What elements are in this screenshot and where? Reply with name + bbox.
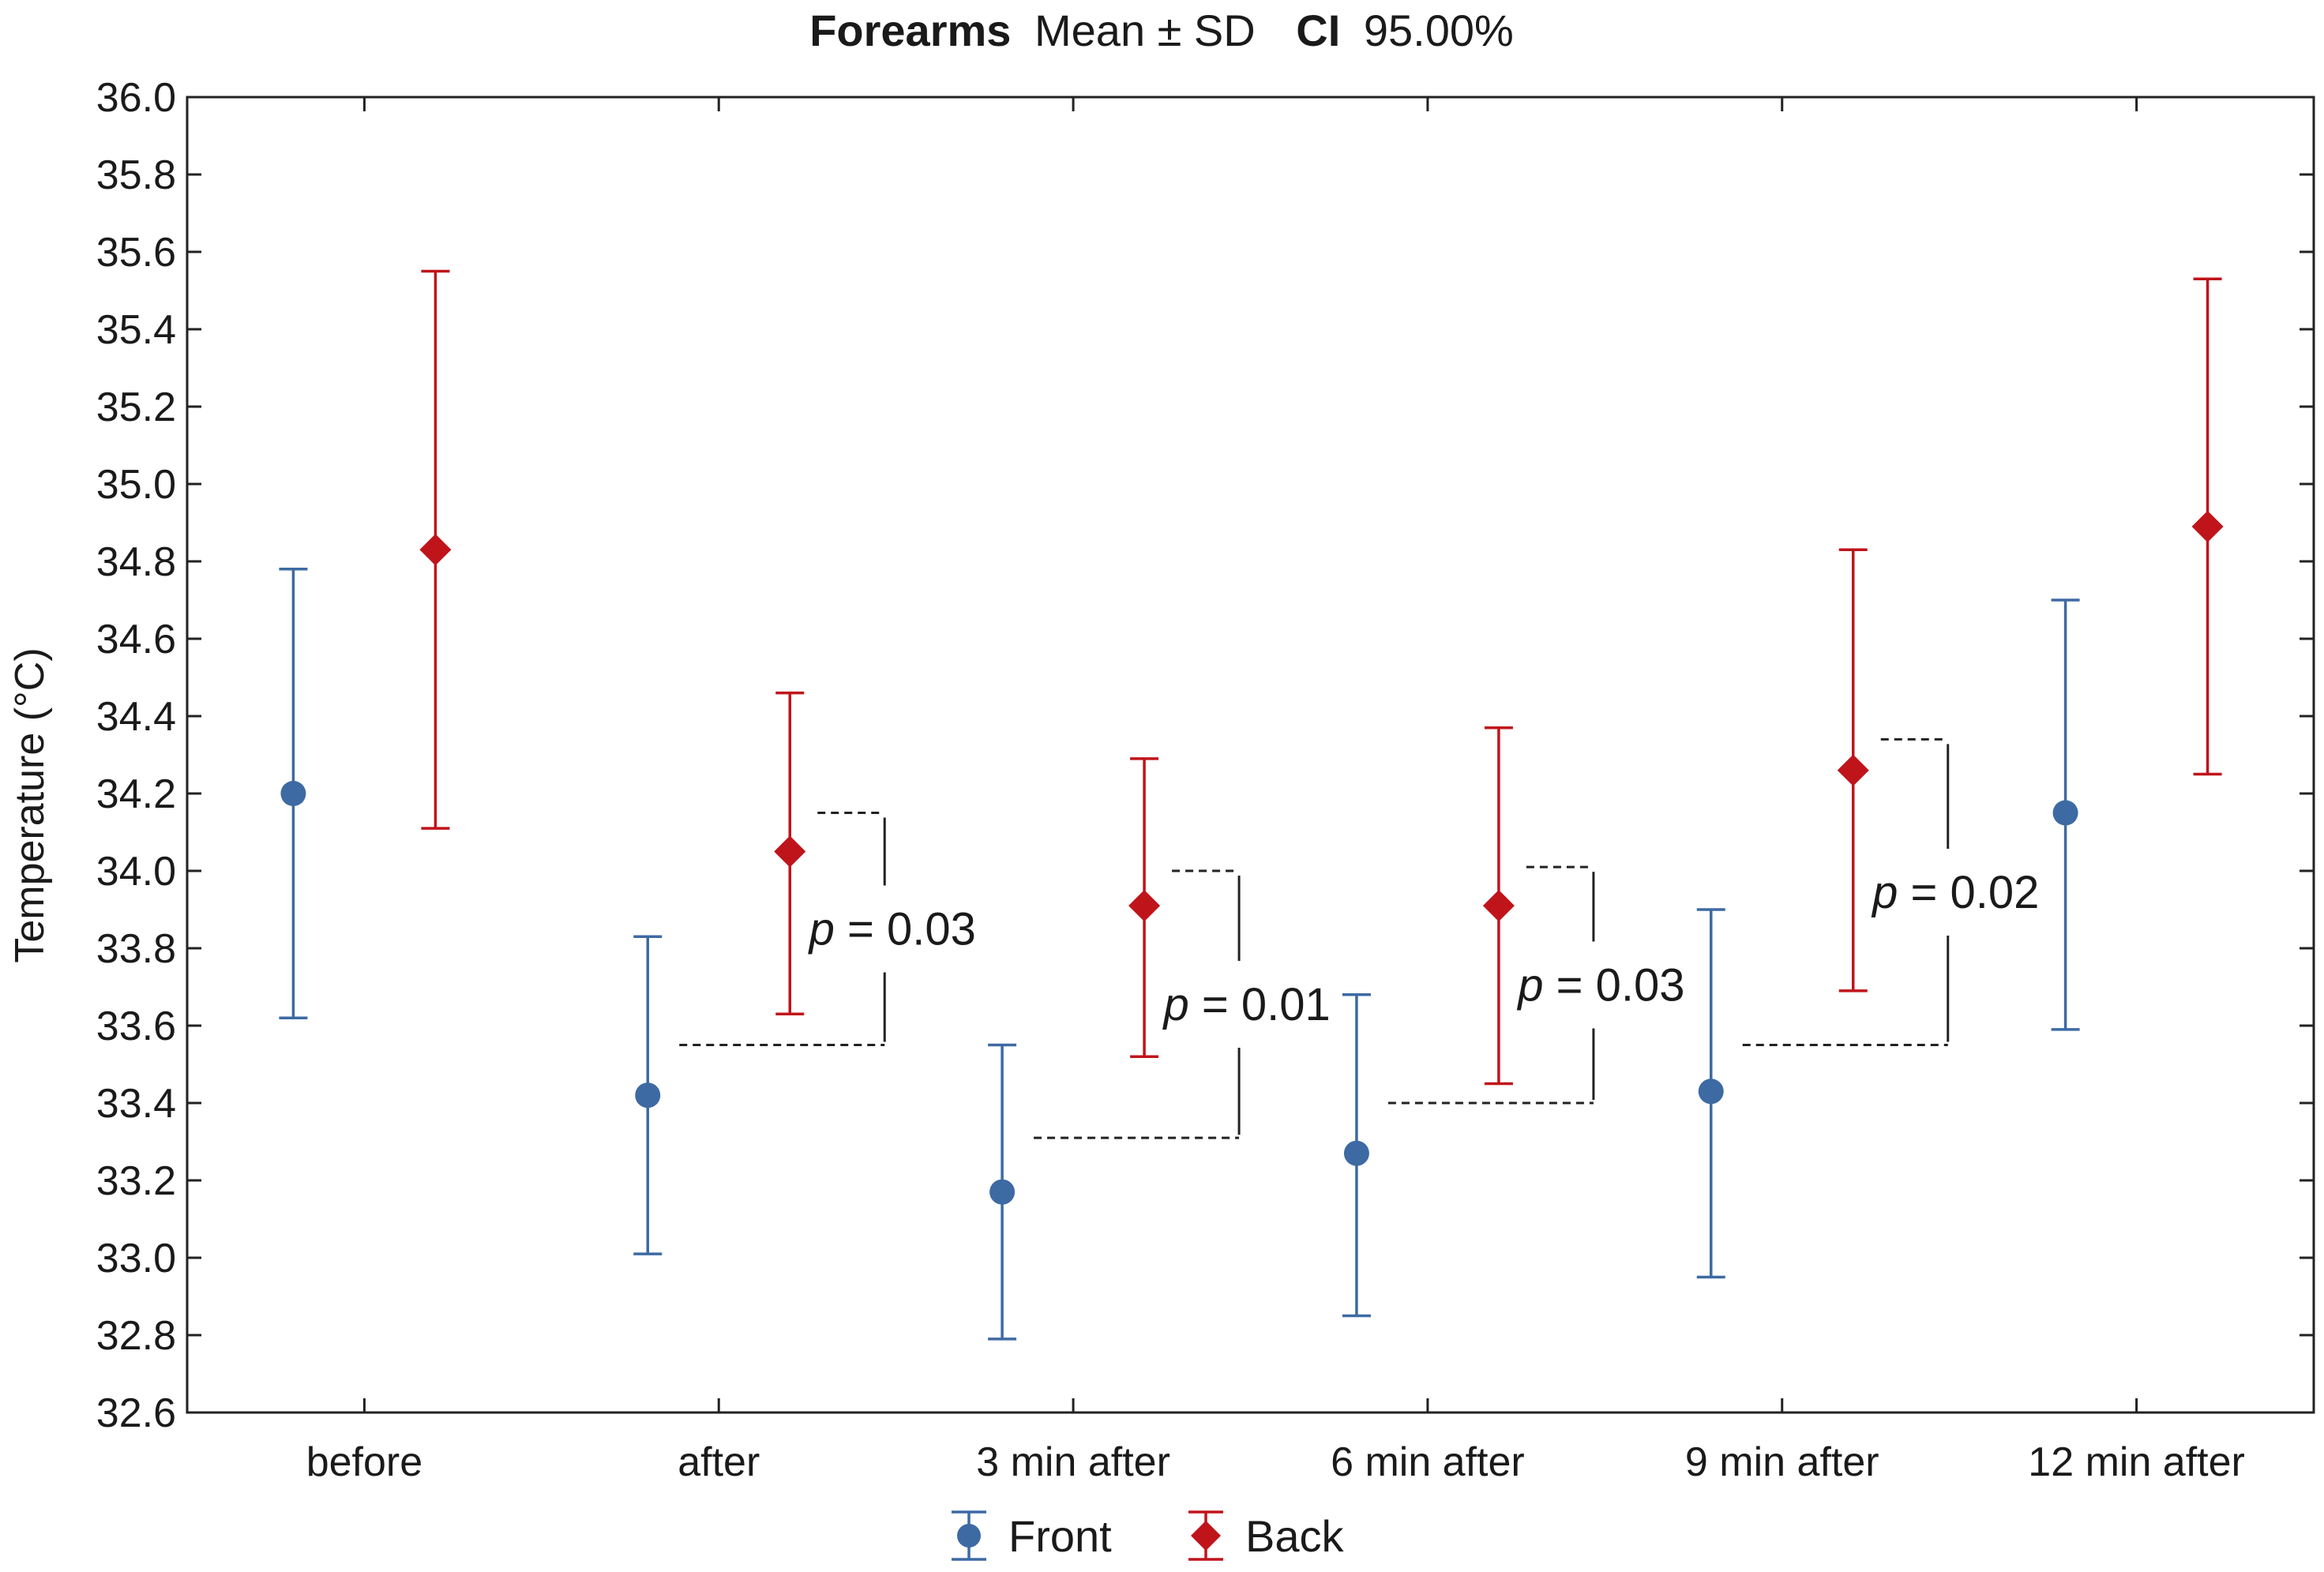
legend-marker-front bbox=[957, 1524, 981, 1548]
y-tick-label: 34.4 bbox=[96, 694, 176, 740]
x-tick-label: after bbox=[678, 1439, 760, 1485]
x-tick-label: 9 min after bbox=[1685, 1439, 1879, 1485]
y-tick-label: 33.8 bbox=[96, 926, 176, 972]
y-tick-label: 35.2 bbox=[96, 385, 176, 430]
p-value: = 0.03 bbox=[1544, 960, 1685, 1011]
y-axis-label: Temperature (°C) bbox=[7, 647, 53, 962]
y-tick-label: 34.6 bbox=[96, 617, 176, 662]
point-back bbox=[1482, 890, 1515, 922]
point-back bbox=[2191, 510, 2224, 542]
legend-label-front: Front bbox=[1008, 1511, 1112, 1561]
y-tick-label: 34.8 bbox=[96, 539, 176, 585]
chart-title: Forearms Mean ± SD CI 95.00% bbox=[809, 6, 1514, 55]
p-value-label: p = 0.03 bbox=[1516, 960, 1684, 1011]
x-tick-label: before bbox=[306, 1439, 422, 1485]
p-value-label: p = 0.03 bbox=[808, 904, 976, 955]
point-back bbox=[1128, 890, 1161, 922]
title-ci-label: CI bbox=[1296, 6, 1340, 55]
x-ticks: before after 3 min after 6 min after 9 min a… bbox=[306, 97, 2245, 1485]
p-symbol: p bbox=[808, 904, 835, 955]
title-bold-part: Forearms bbox=[809, 6, 1011, 55]
p-value-label: p = 0.02 bbox=[1871, 867, 2039, 918]
legend-label-back: Back bbox=[1245, 1511, 1344, 1561]
y-tick-label: 33.0 bbox=[96, 1236, 176, 1281]
p-symbol: p bbox=[1516, 960, 1543, 1011]
point-back bbox=[419, 534, 452, 566]
x-tick-label: 6 min after bbox=[1331, 1439, 1525, 1485]
point-front bbox=[2052, 800, 2078, 826]
p-value-label: p = 0.01 bbox=[1162, 979, 1330, 1030]
point-front bbox=[280, 781, 306, 806]
point-back bbox=[1837, 754, 1869, 786]
legend: Front Back bbox=[952, 1510, 1344, 1561]
plot-frame bbox=[186, 96, 2315, 1414]
y-tick-label: 34.2 bbox=[96, 771, 176, 817]
p-value: = 0.03 bbox=[835, 904, 976, 955]
point-front bbox=[1698, 1079, 1724, 1105]
point-front bbox=[635, 1082, 661, 1109]
legend-marker-back bbox=[1191, 1521, 1221, 1551]
p-symbol: p bbox=[1871, 867, 1898, 918]
y-tick-label: 35.0 bbox=[96, 462, 176, 508]
y-tick-label: 35.4 bbox=[96, 307, 176, 353]
y-tick-label: 32.6 bbox=[96, 1390, 176, 1436]
title-ci-value: 95.00% bbox=[1364, 6, 1514, 55]
y-tick-label: 35.6 bbox=[96, 230, 176, 276]
y-tick-label: 33.4 bbox=[96, 1081, 176, 1127]
y-tick-label: 33.6 bbox=[96, 1004, 176, 1049]
y-tick-label: 35.8 bbox=[96, 152, 176, 198]
y-tick-label: 36.0 bbox=[96, 75, 176, 121]
y-tick-label: 34.0 bbox=[96, 849, 176, 895]
point-back bbox=[774, 835, 806, 868]
x-tick-label: 3 min after bbox=[976, 1439, 1170, 1485]
y-ticks: 32.6 32.8 33.0 33.2 33.4 33.6 33.8 34.0 34.2 34.4… bbox=[96, 75, 2314, 1436]
point-front bbox=[989, 1179, 1016, 1205]
p-value: = 0.02 bbox=[1898, 867, 2039, 918]
y-tick-label: 33.2 bbox=[96, 1158, 176, 1204]
y-tick-label: 32.8 bbox=[96, 1313, 176, 1359]
title-regular-part: Mean ± SD bbox=[1034, 6, 1256, 55]
p-symbol: p bbox=[1162, 979, 1188, 1030]
significance-annotations: p = 0.03p = 0.01 p = 0.03p = 0.02 bbox=[679, 737, 2039, 1139]
x-tick-label: 12 min after bbox=[2028, 1439, 2245, 1485]
point-front bbox=[1343, 1140, 1369, 1166]
series-group bbox=[279, 269, 2224, 1341]
p-value: = 0.01 bbox=[1189, 979, 1331, 1030]
